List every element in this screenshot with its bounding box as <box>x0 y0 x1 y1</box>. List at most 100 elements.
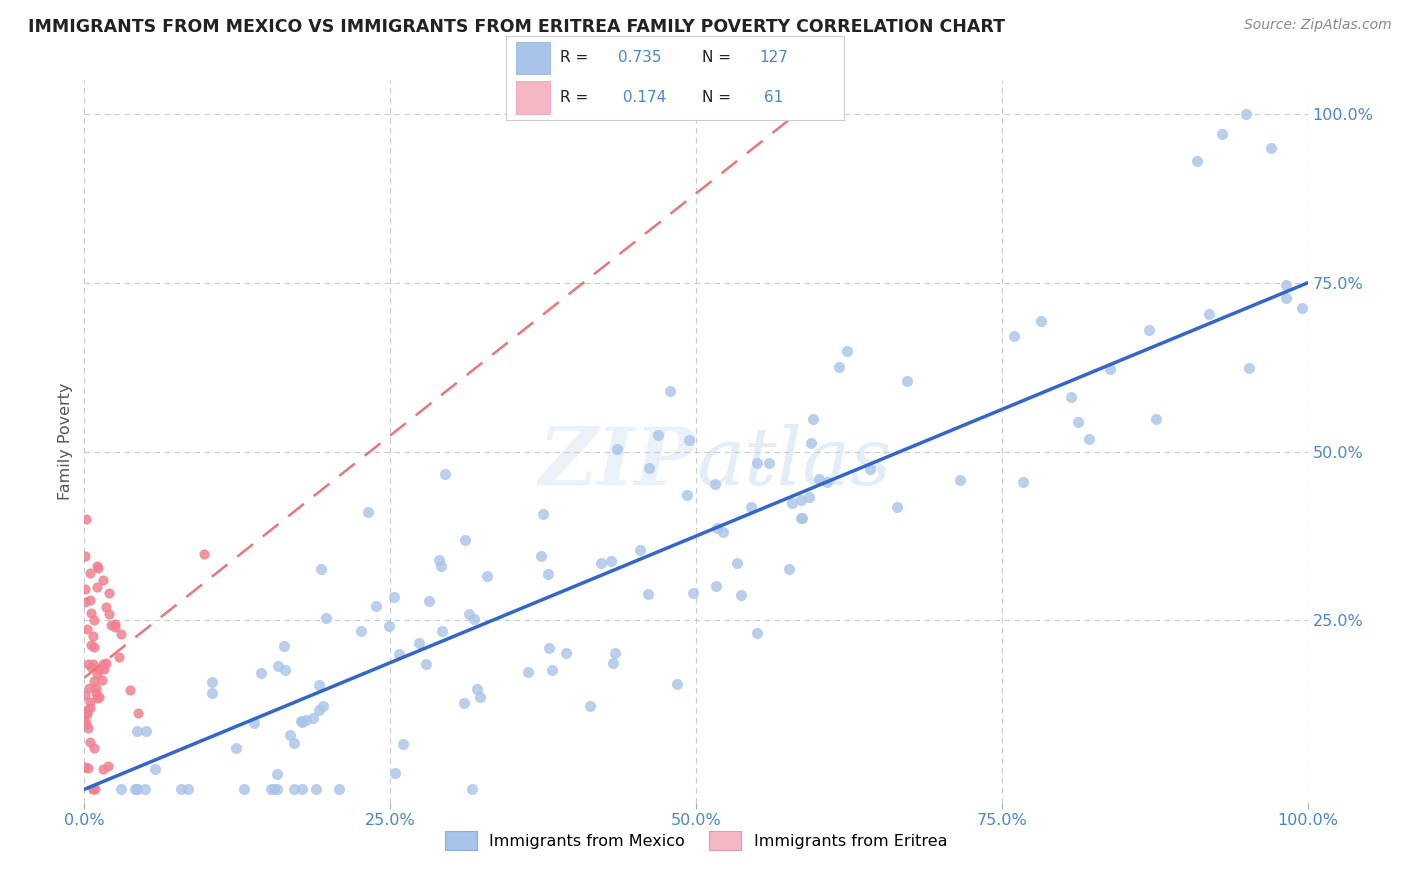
Point <box>100 617 122 632</box>
Point <box>283 736 305 750</box>
Point <box>886 500 908 515</box>
Point <box>896 374 918 388</box>
Point <box>800 435 823 450</box>
Point <box>120 682 142 697</box>
Bar <box>516 81 550 113</box>
Point <box>1275 291 1298 305</box>
Point <box>328 782 350 797</box>
Text: R =: R = <box>560 50 588 65</box>
Point <box>801 412 824 426</box>
Point <box>382 590 405 604</box>
Point <box>263 782 285 797</box>
Legend: Immigrants from Mexico, Immigrants from Eritrea: Immigrants from Mexico, Immigrants from … <box>439 825 953 856</box>
Point <box>82 629 104 643</box>
Point <box>541 663 564 677</box>
Point <box>76 761 98 775</box>
Point <box>461 782 484 797</box>
Point <box>468 690 491 705</box>
Point <box>1137 323 1160 337</box>
Text: N =: N = <box>702 90 731 105</box>
Point <box>201 686 224 700</box>
Point <box>79 701 101 715</box>
Point <box>125 723 148 738</box>
Point <box>75 705 97 719</box>
Point <box>1236 107 1258 121</box>
Point <box>76 622 98 636</box>
Point <box>76 512 98 526</box>
Point <box>91 573 114 587</box>
Y-axis label: Family Poverty: Family Poverty <box>58 383 73 500</box>
Point <box>555 646 578 660</box>
Point <box>778 562 800 576</box>
Point <box>87 662 110 676</box>
Point <box>283 782 305 797</box>
Point <box>93 661 115 675</box>
Point <box>1211 128 1233 142</box>
Point <box>676 488 699 502</box>
Text: R =: R = <box>560 90 588 105</box>
Point <box>745 625 768 640</box>
Point <box>605 646 627 660</box>
Point <box>790 493 813 508</box>
Point <box>309 561 332 575</box>
Point <box>77 657 100 671</box>
Point <box>91 657 114 671</box>
Text: N =: N = <box>702 50 731 65</box>
Point <box>83 740 105 755</box>
Point <box>637 587 659 601</box>
Point <box>80 606 103 620</box>
Point <box>73 549 96 563</box>
Point <box>427 553 450 567</box>
Point <box>308 678 330 692</box>
Point <box>127 706 149 721</box>
Bar <box>516 42 550 74</box>
Point <box>267 658 290 673</box>
Point <box>384 766 406 780</box>
Point <box>949 473 972 487</box>
Point <box>233 782 256 797</box>
Point <box>453 696 475 710</box>
Point <box>1187 154 1209 169</box>
Text: ZIP: ZIP <box>538 425 696 502</box>
Point <box>1002 329 1025 343</box>
Point <box>391 737 413 751</box>
Point <box>291 782 314 797</box>
Point <box>678 433 700 447</box>
Point <box>659 384 682 398</box>
Point <box>602 657 624 671</box>
Point <box>86 559 108 574</box>
Point <box>740 500 762 514</box>
Point <box>308 703 330 717</box>
Point <box>530 549 553 564</box>
Point <box>1260 141 1282 155</box>
Point <box>377 619 399 633</box>
Point <box>76 707 98 722</box>
Point <box>110 626 132 640</box>
Text: Source: ZipAtlas.com: Source: ZipAtlas.com <box>1244 18 1392 32</box>
Point <box>1144 412 1167 426</box>
Point <box>638 461 661 475</box>
Point <box>704 579 727 593</box>
Point <box>434 467 457 482</box>
Point <box>250 666 273 681</box>
Point <box>274 664 297 678</box>
Point <box>350 624 373 638</box>
Point <box>463 612 485 626</box>
Point <box>305 782 328 797</box>
Point <box>108 649 131 664</box>
Point <box>790 511 813 525</box>
Point <box>124 782 146 797</box>
Point <box>1029 314 1052 328</box>
Point <box>86 580 108 594</box>
Point <box>808 472 831 486</box>
Point <box>201 674 224 689</box>
Point <box>1060 391 1083 405</box>
Point <box>290 714 312 729</box>
Point <box>97 607 120 621</box>
Point <box>665 677 688 691</box>
Point <box>76 703 98 717</box>
Point <box>225 740 247 755</box>
Point <box>408 636 430 650</box>
Point <box>301 711 323 725</box>
Point <box>537 566 560 581</box>
